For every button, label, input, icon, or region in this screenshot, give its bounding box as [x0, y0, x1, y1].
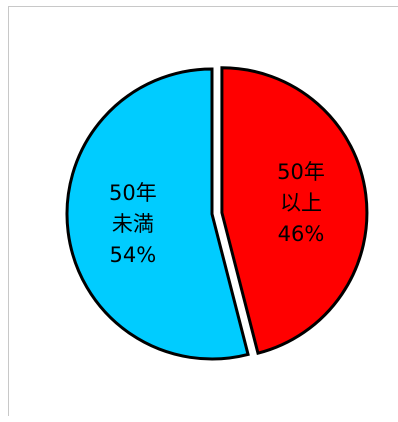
slice-label-1-line-0: 50年: [109, 181, 157, 205]
slice-label-0-line-1: 以上: [280, 191, 322, 215]
pie-slices: [65, 66, 369, 361]
slice-label-0-line-0: 50年: [277, 160, 325, 184]
slice-label-0-line-2: 46%: [278, 222, 325, 246]
slice-label-1-line-2: 54%: [110, 243, 157, 267]
pie-labels: 50年 以上 46% 50年 未満 54%: [109, 160, 325, 267]
pie-slice-0: [220, 66, 369, 356]
slice-label-1-line-1: 未満: [112, 212, 154, 236]
pie-slice-1: [65, 67, 250, 361]
